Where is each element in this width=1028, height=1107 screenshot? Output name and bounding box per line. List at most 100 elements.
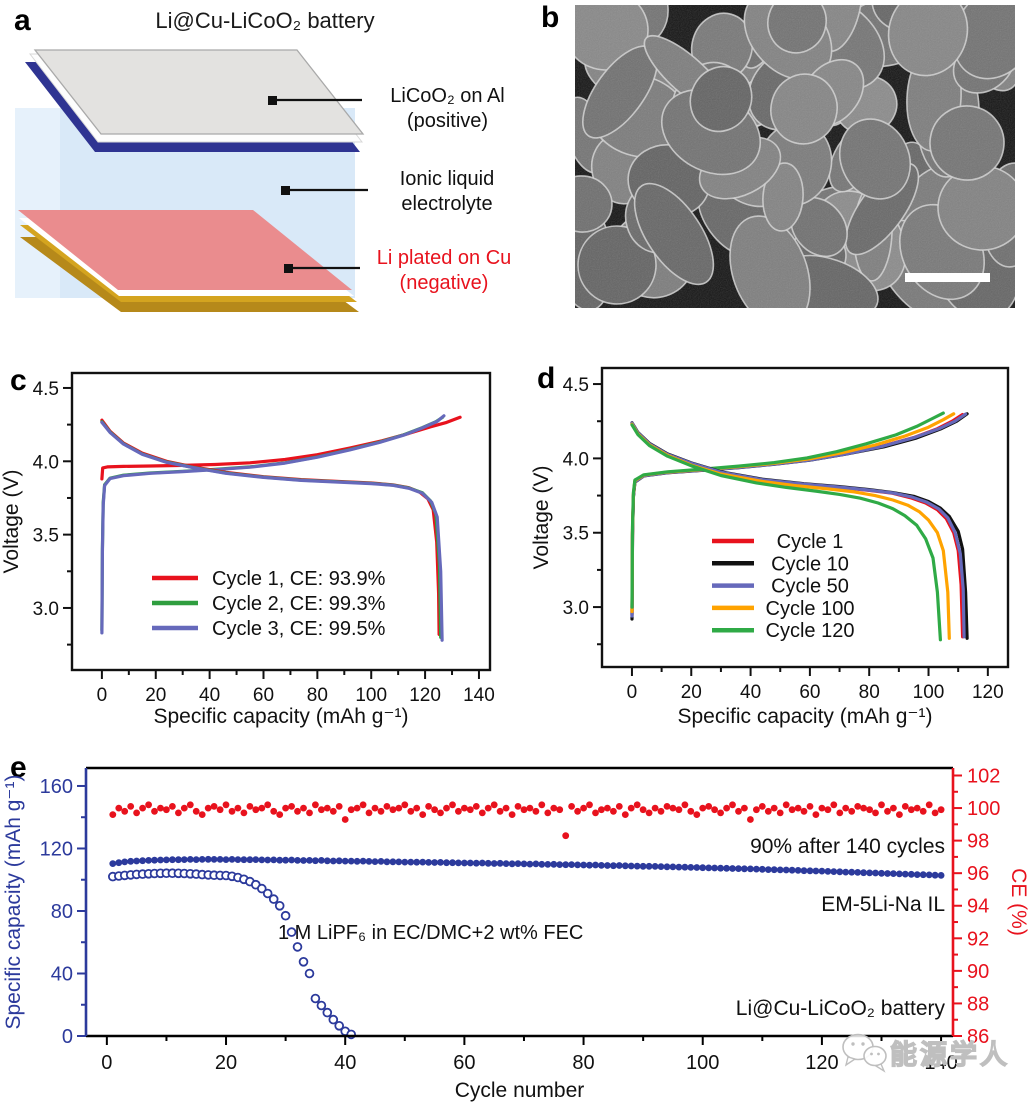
y-axis-label: Voltage (V) — [530, 466, 553, 570]
sem-noise-overlay — [575, 5, 1015, 308]
x-tick-label: 100 — [686, 1052, 719, 1074]
legend-label: Cycle 2, CE: 99.3% — [212, 593, 386, 615]
y-right-tick-label: 94 — [967, 896, 989, 918]
scale-bar — [905, 273, 990, 282]
plot-frame — [70, 371, 492, 672]
y-right-tick-label: 102 — [967, 765, 1000, 787]
callout-electrolyte: Ionic liquid electrolyte — [372, 167, 522, 217]
watermark-text: 能源学人 — [889, 1039, 1010, 1070]
panel-a-letter: a — [14, 4, 31, 37]
y-tick-label: 4.5 — [33, 379, 59, 400]
sem-micrograph — [575, 5, 1015, 308]
panel-c-letter: c — [10, 364, 27, 397]
panel-a-title: Li@Cu-LiCoO₂ battery — [155, 8, 375, 33]
series-capacity-em-5li-na-il — [109, 855, 945, 879]
callout-marker-positive — [268, 96, 277, 105]
y-right-tick-label: 96 — [967, 863, 989, 885]
x-tick-label: 60 — [453, 1052, 475, 1074]
y-tick-label: 4.5 — [563, 375, 589, 396]
callout-negative: Li plated on Cu (negative) — [358, 246, 530, 296]
legend-label: Cycle 50 — [771, 576, 849, 598]
wechat-icon — [842, 1033, 887, 1073]
y-left-tick-label: 80 — [51, 901, 73, 923]
x-tick-label: 40 — [740, 682, 761, 703]
y-tick-label: 4.0 — [33, 452, 59, 473]
x-tick-label: 20 — [681, 682, 702, 703]
electrolyte-box-left-face — [15, 108, 60, 298]
x-axis-label: Specific capacity (mAh g⁻¹) — [678, 705, 933, 728]
x-tick-label: 120 — [972, 682, 1004, 703]
callout-electrolyte-line2: electrolyte — [401, 193, 493, 215]
x-tick-label: 20 — [215, 1052, 237, 1074]
callout-positive: LiCoO₂ on Al (positive) — [365, 84, 530, 134]
legend-label: Cycle 3, CE: 99.5% — [212, 618, 386, 640]
series-cycle-120-charge — [630, 411, 945, 609]
callout-positive-line1: LiCoO₂ on Al — [390, 85, 505, 107]
plot-frame — [600, 366, 1010, 669]
y-tick-label: 3.0 — [563, 598, 589, 619]
callout-marker-negative — [284, 264, 293, 273]
panel-e-letter: e — [10, 751, 27, 784]
y-tick-label: 4.0 — [563, 449, 589, 470]
legend-label: Cycle 1 — [777, 531, 844, 553]
y-tick-label: 3.5 — [33, 526, 59, 547]
x-axis-label: Cycle number — [455, 1079, 585, 1102]
y-right-tick-label: 98 — [967, 831, 989, 853]
x-tick-label: 20 — [145, 685, 166, 706]
x-tick-label: 40 — [334, 1052, 356, 1074]
y-right-tick-label: 100 — [967, 798, 1000, 820]
panel-b-letter: b — [541, 1, 560, 34]
annotation-il-electrolyte: EM-5Li-Na IL — [821, 893, 945, 916]
x-tick-label: 120 — [805, 1052, 838, 1074]
x-tick-label: 80 — [859, 682, 880, 703]
y-left-tick-label: 160 — [40, 776, 73, 798]
y-right-tick-label: 86 — [967, 1026, 989, 1048]
x-tick-label: 0 — [97, 685, 108, 706]
legend-label: Cycle 1, CE: 93.9% — [212, 568, 386, 590]
y-left-tick-label: 120 — [40, 838, 73, 860]
legend-label: Cycle 120 — [766, 620, 855, 642]
li-layer-plate — [18, 210, 352, 290]
series-cycle-3-charge — [100, 414, 446, 635]
annotation-capacity-retention: 90% after 140 cycles — [750, 835, 945, 858]
battery-schematic — [15, 49, 368, 312]
x-tick-label: 120 — [409, 685, 441, 706]
series-cycle-120-discharge — [630, 423, 942, 642]
y-left-tick-label: 40 — [51, 963, 73, 985]
x-tick-label: 100 — [913, 682, 945, 703]
y-left-tick-label: 0 — [62, 1026, 73, 1048]
legend-label: Cycle 10 — [771, 553, 849, 575]
series-ce-em-5li-na-il — [109, 801, 945, 840]
callout-electrolyte-line1: Ionic liquid — [399, 168, 495, 190]
panel-e-chart: 0 20 40 60 80 100 120 140 0 40 80 120 160 86 88 90 92 94 9… — [2, 765, 1028, 1102]
x-axis-label: Specific capacity (mAh g⁻¹) — [154, 705, 409, 728]
x-tick-label: 100 — [355, 685, 387, 706]
panel-d-letter: d — [537, 362, 556, 395]
callout-positive-line2: (positive) — [406, 110, 489, 132]
x-tick-label: 0 — [627, 682, 638, 703]
watermark: 能源学人 — [838, 1030, 1010, 1074]
y-axis-label-left: Specific capacity (mAh g⁻¹) — [2, 775, 25, 1030]
cathode-plate — [33, 49, 365, 135]
y-axis-label: Voltage (V) — [0, 470, 23, 574]
annotation-lipf6-electrolyte: 1 M LiPF₆ in EC/DMC+2 wt% FEC — [278, 922, 584, 944]
panel-d-chart: 0 20 40 60 80 100 120 3.0 3.5 4.0 4.5 Specific capa… — [530, 366, 1010, 728]
callout-negative-line2: (negative) — [399, 272, 489, 294]
panel-c-chart: 0 20 40 60 80 100 120 140 3.0 3.5 4.0 4.5 Specific c… — [0, 371, 495, 728]
y-right-tick-label: 92 — [967, 928, 989, 950]
y-axis-label-right: CE (%) — [1007, 868, 1028, 936]
callout-marker-electrolyte — [281, 186, 290, 195]
y-tick-label: 3.0 — [33, 599, 59, 620]
x-tick-label: 140 — [924, 1052, 957, 1074]
x-tick-label: 0 — [101, 1052, 112, 1074]
x-tick-label: 60 — [799, 682, 820, 703]
y-tick-label: 3.5 — [563, 524, 589, 545]
y-right-tick-label: 90 — [967, 961, 989, 983]
x-tick-label: 40 — [199, 685, 220, 706]
legend-label: Cycle 100 — [766, 598, 855, 620]
x-tick-label: 140 — [463, 685, 495, 706]
series-cycle-1-charge — [100, 415, 462, 481]
y-right-tick-label: 88 — [967, 993, 989, 1015]
series-cycle-3-discharge — [100, 420, 444, 642]
